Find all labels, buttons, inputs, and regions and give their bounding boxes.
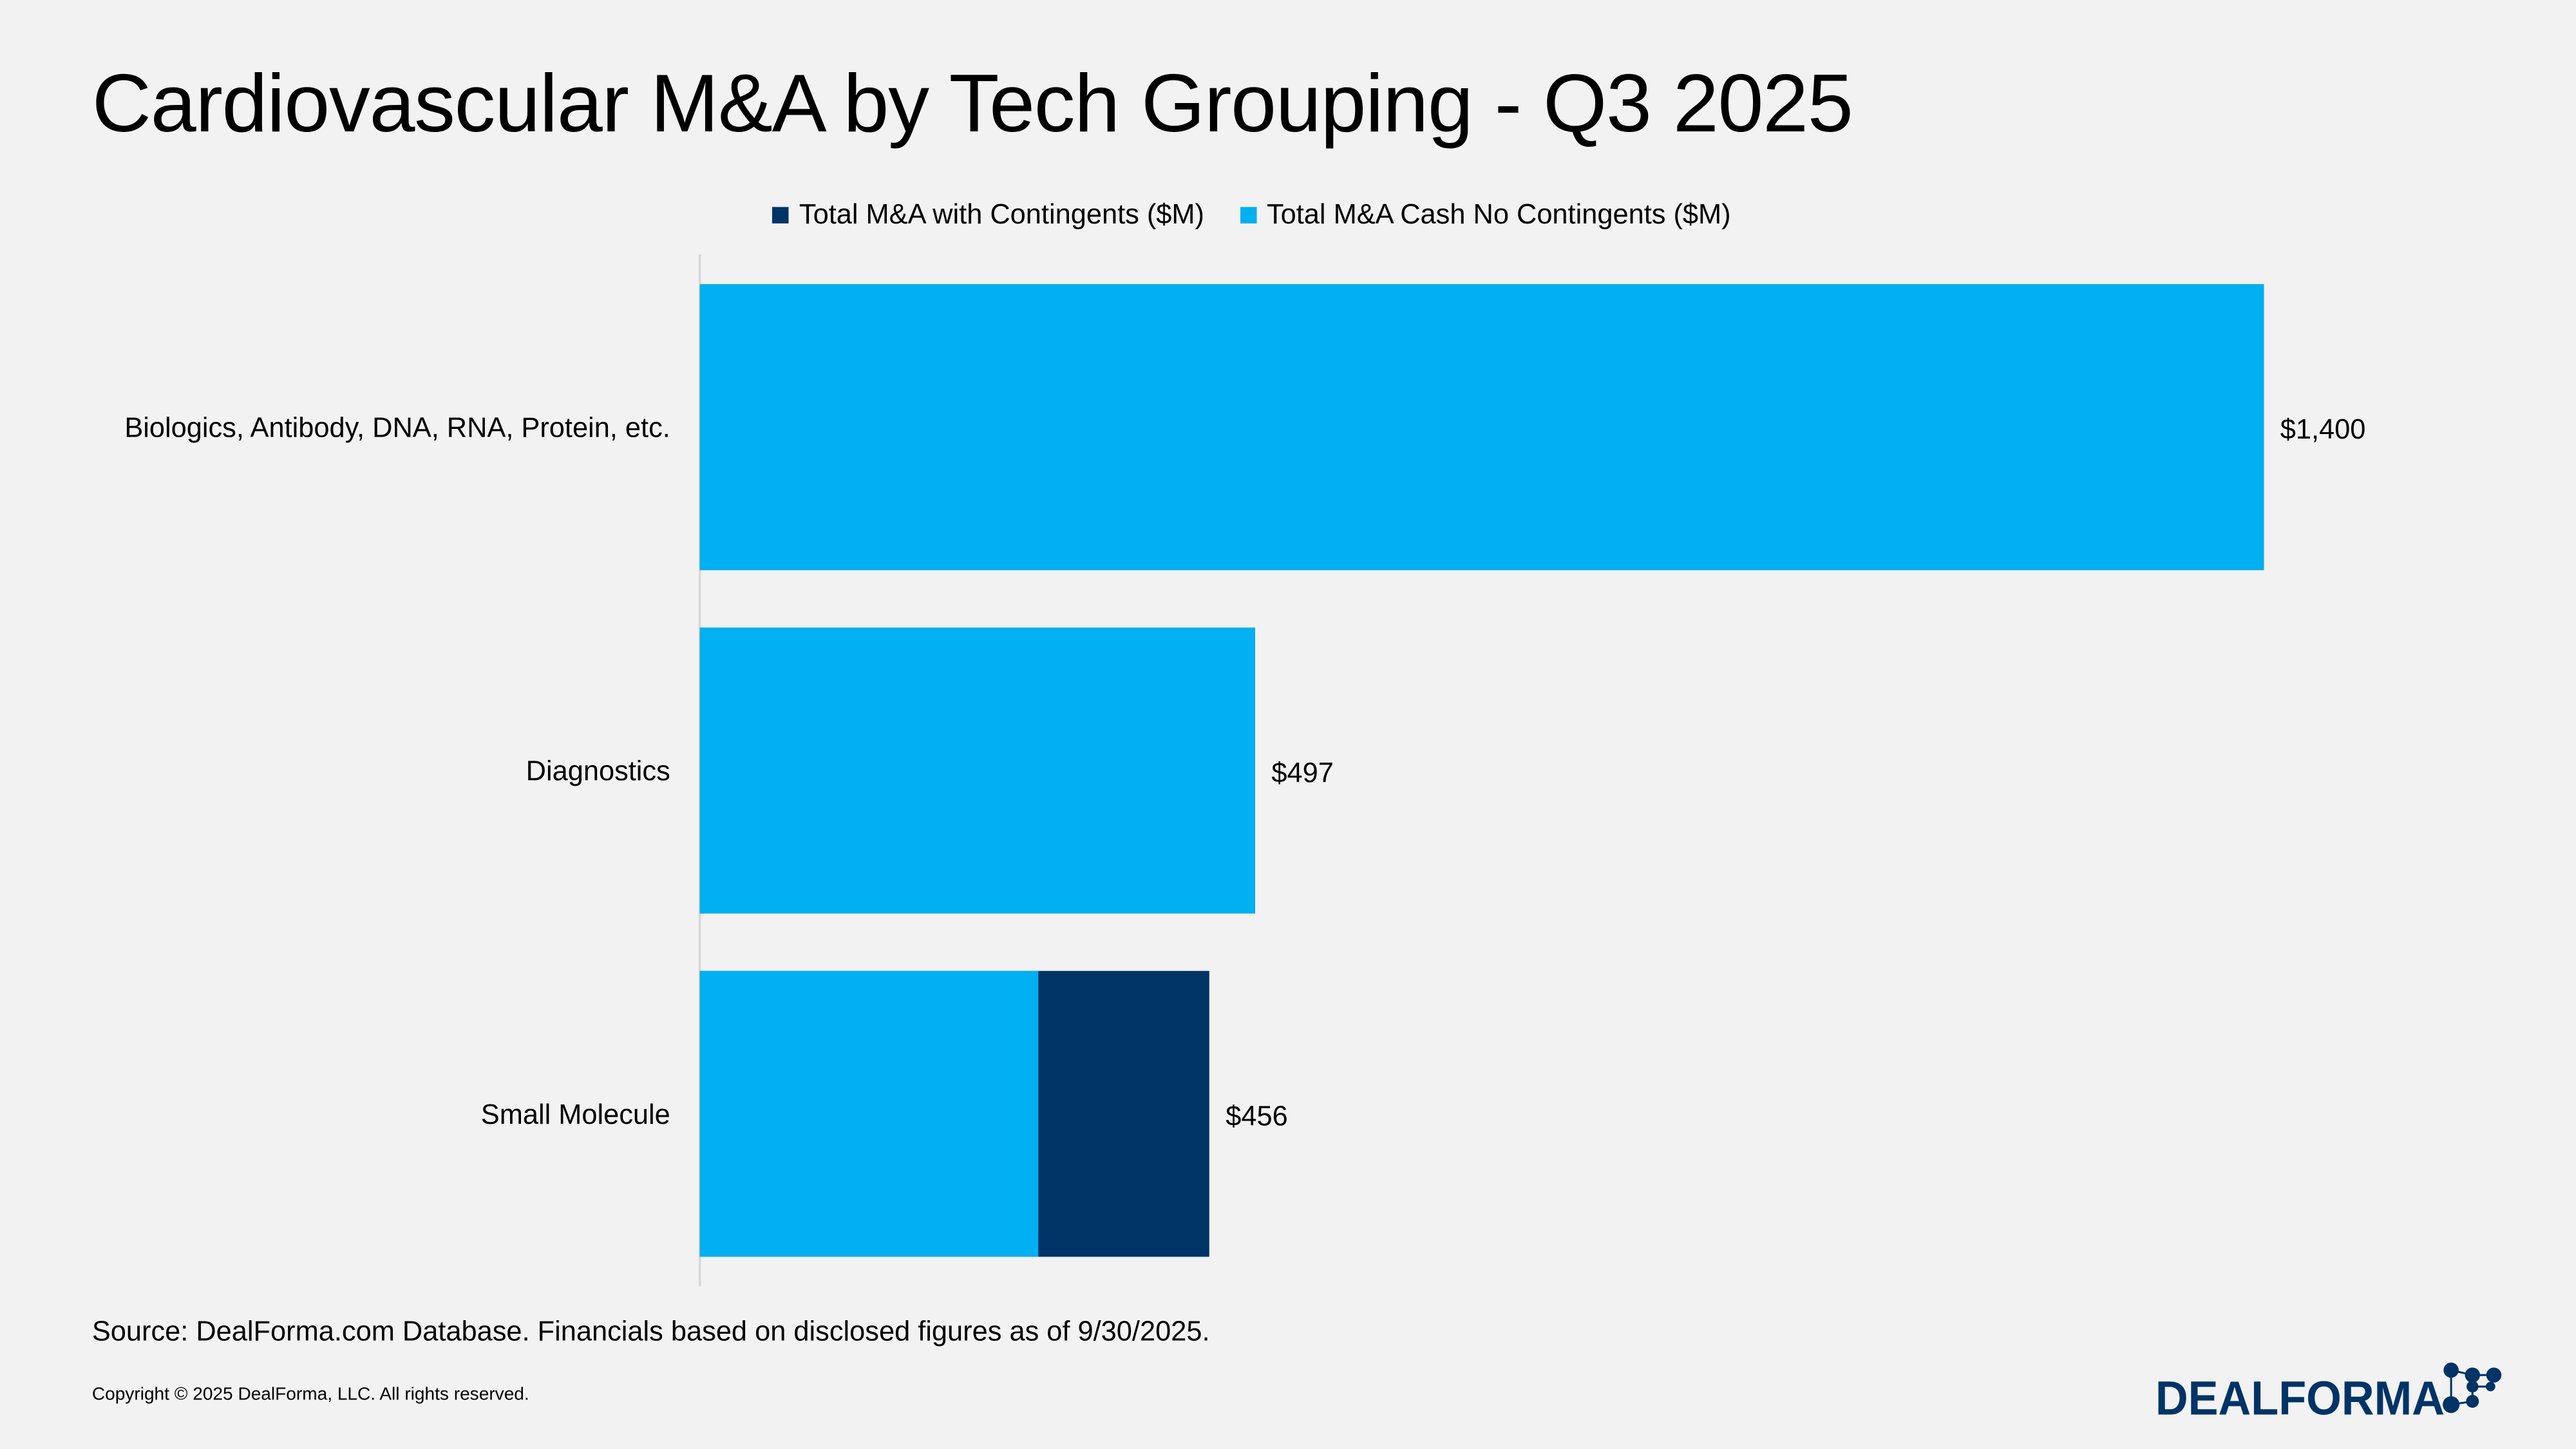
source-note: Source: DealForma.com Database. Financia… [91,1316,1210,1347]
category-label: Diagnostics [526,756,670,787]
bar-cash-no-contingents [699,971,1039,1257]
legend: Total M&A with Contingents ($M) Total M&… [0,199,2540,232]
copyright: Copyright © 2025 DealForma, LLC. All rig… [91,1385,529,1405]
data-label: $497 [1271,757,1333,788]
legend-swatch [1240,207,1257,223]
legend-label: Total M&A with Contingents ($M) [799,198,1205,231]
legend-item-with-contingents: Total M&A with Contingents ($M) [773,199,1204,232]
legend-item-cash-no-contingents: Total M&A Cash No Contingents ($M) [1240,199,1731,232]
page-title: Cardiovascular M&A by Tech Grouping - Q3… [91,57,1853,150]
legend-swatch [773,207,790,223]
dealforma-logo: DEALFORMA [2155,1362,2502,1425]
data-label: $1,400 [2280,414,2366,445]
svg-text:DEALFORMA: DEALFORMA [2155,1371,2445,1425]
legend-label: Total M&A Cash No Contingents ($M) [1266,198,1731,231]
bar-cash-no-contingents [699,284,2264,571]
category-label: Biologics, Antibody, DNA, RNA, Protein, … [124,413,670,444]
category-label: Small Molecule [481,1099,670,1130]
data-label: $456 [1226,1101,1287,1132]
bar-cash-no-contingents [699,627,1255,914]
